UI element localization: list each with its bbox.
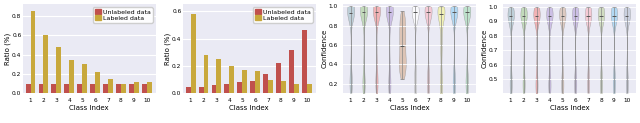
Bar xyxy=(82,64,87,93)
Bar xyxy=(56,47,61,93)
Bar xyxy=(229,66,234,93)
Bar xyxy=(237,83,242,93)
Bar xyxy=(134,82,139,93)
Bar xyxy=(276,63,281,93)
Legend: Unlabeled data, Labeled data: Unlabeled data, Labeled data xyxy=(253,7,312,23)
Y-axis label: Confidence: Confidence xyxy=(481,29,487,68)
Bar xyxy=(191,14,195,93)
Bar xyxy=(289,50,294,93)
Bar xyxy=(307,84,312,93)
Bar xyxy=(198,87,204,93)
Bar xyxy=(268,80,273,93)
Bar xyxy=(211,85,216,93)
Bar xyxy=(250,81,255,93)
Bar xyxy=(225,84,229,93)
X-axis label: Class Index: Class Index xyxy=(550,105,589,111)
Legend: Unlabeled data, Labeled data: Unlabeled data, Labeled data xyxy=(93,7,152,23)
Bar xyxy=(95,72,100,93)
Bar xyxy=(263,74,268,93)
Bar xyxy=(147,82,152,93)
Bar xyxy=(103,84,108,93)
Bar xyxy=(242,70,247,93)
Bar xyxy=(65,84,69,93)
Bar xyxy=(302,30,307,93)
Bar xyxy=(129,84,134,93)
Bar xyxy=(294,84,299,93)
Bar xyxy=(26,84,31,93)
X-axis label: Class Index: Class Index xyxy=(70,105,109,111)
Bar xyxy=(51,84,56,93)
Bar xyxy=(38,84,44,93)
Bar xyxy=(216,59,221,93)
Bar xyxy=(121,84,125,93)
Bar xyxy=(186,87,191,93)
Bar xyxy=(108,79,113,93)
Y-axis label: Ratio (%): Ratio (%) xyxy=(164,33,171,65)
Bar xyxy=(141,84,147,93)
X-axis label: Class Index: Class Index xyxy=(230,105,269,111)
Bar xyxy=(44,35,49,93)
Y-axis label: Confidence: Confidence xyxy=(321,29,327,68)
Bar xyxy=(116,84,121,93)
Bar xyxy=(255,71,260,93)
Bar xyxy=(69,60,74,93)
X-axis label: Class Index: Class Index xyxy=(390,105,429,111)
Bar xyxy=(204,55,209,93)
Bar xyxy=(77,84,82,93)
Bar xyxy=(90,84,95,93)
Bar xyxy=(31,11,35,93)
Y-axis label: Ratio (%): Ratio (%) xyxy=(4,33,11,65)
Bar xyxy=(281,81,286,93)
